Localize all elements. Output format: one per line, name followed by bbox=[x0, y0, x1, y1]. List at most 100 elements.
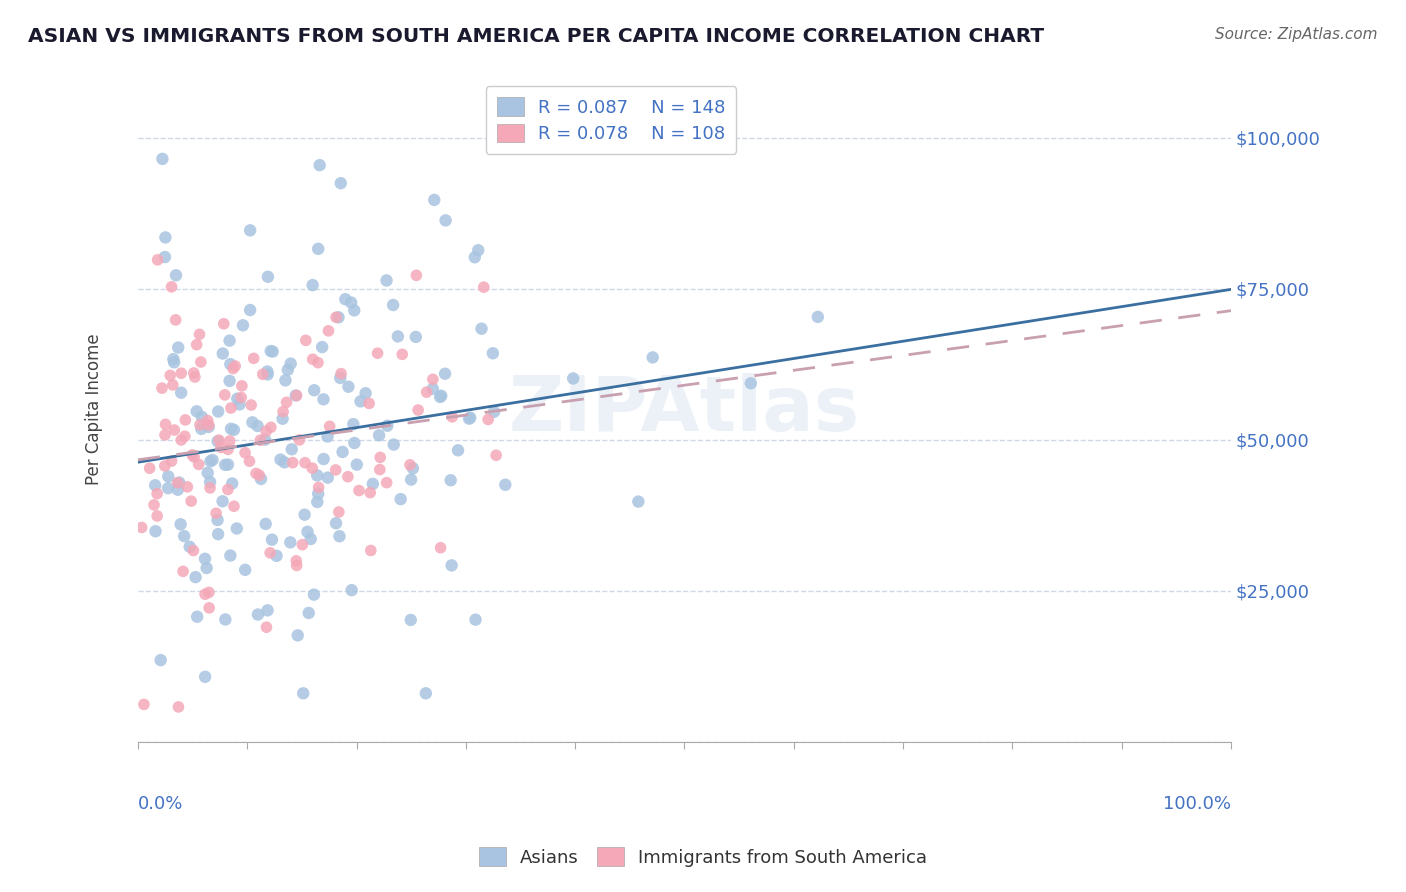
Point bbox=[226, 392, 249, 406]
Point bbox=[170, 433, 193, 447]
Point bbox=[256, 603, 278, 617]
Point bbox=[260, 344, 283, 359]
Point bbox=[217, 458, 239, 472]
Point bbox=[429, 541, 451, 555]
Point bbox=[318, 324, 340, 338]
Point bbox=[138, 461, 160, 475]
Point bbox=[233, 563, 256, 577]
Point bbox=[423, 193, 446, 207]
Point bbox=[201, 453, 224, 467]
Point bbox=[160, 454, 183, 468]
Point bbox=[464, 250, 486, 264]
Legend: Asians, Immigrants from South America: Asians, Immigrants from South America bbox=[471, 840, 935, 874]
Point bbox=[191, 409, 214, 424]
Point bbox=[149, 653, 172, 667]
Point bbox=[157, 481, 180, 495]
Point bbox=[312, 392, 335, 407]
Point bbox=[266, 549, 288, 563]
Point bbox=[458, 410, 481, 425]
Point bbox=[221, 476, 243, 491]
Point bbox=[399, 473, 422, 487]
Text: Source: ZipAtlas.com: Source: ZipAtlas.com bbox=[1215, 27, 1378, 42]
Point bbox=[246, 419, 269, 434]
Point bbox=[239, 223, 262, 237]
Point bbox=[368, 428, 391, 442]
Point bbox=[343, 436, 366, 450]
Point bbox=[238, 454, 260, 468]
Point bbox=[170, 366, 193, 380]
Point bbox=[167, 700, 190, 714]
Point bbox=[494, 477, 516, 491]
Point bbox=[399, 458, 422, 472]
Point bbox=[257, 269, 280, 284]
Point bbox=[415, 686, 437, 700]
Point bbox=[256, 368, 278, 382]
Point bbox=[389, 492, 412, 507]
Point bbox=[165, 313, 187, 327]
Point bbox=[172, 565, 194, 579]
Point bbox=[207, 404, 229, 418]
Point bbox=[285, 388, 308, 402]
Point bbox=[292, 686, 315, 700]
Point bbox=[464, 613, 486, 627]
Point bbox=[302, 588, 325, 602]
Point bbox=[197, 420, 219, 434]
Point bbox=[301, 278, 323, 293]
Point bbox=[278, 535, 301, 549]
Point bbox=[190, 422, 212, 436]
Point bbox=[262, 344, 284, 359]
Point bbox=[281, 442, 304, 457]
Point bbox=[346, 458, 368, 472]
Point bbox=[153, 250, 176, 264]
Point bbox=[131, 520, 153, 534]
Point bbox=[246, 607, 269, 622]
Point bbox=[294, 334, 316, 348]
Point bbox=[254, 516, 277, 531]
Point bbox=[330, 367, 353, 381]
Point bbox=[307, 468, 329, 483]
Point bbox=[740, 376, 762, 391]
Point bbox=[285, 554, 308, 568]
Point bbox=[176, 480, 198, 494]
Point bbox=[143, 478, 166, 492]
Point bbox=[399, 613, 422, 627]
Point bbox=[198, 418, 221, 433]
Point bbox=[153, 458, 176, 473]
Point bbox=[302, 383, 325, 397]
Point bbox=[219, 357, 242, 371]
Point bbox=[214, 458, 236, 472]
Point bbox=[184, 370, 207, 384]
Point bbox=[361, 476, 384, 491]
Point bbox=[307, 356, 329, 370]
Point bbox=[159, 368, 181, 383]
Point bbox=[312, 452, 335, 467]
Point bbox=[211, 494, 233, 508]
Point bbox=[145, 524, 167, 539]
Point bbox=[402, 461, 425, 475]
Point bbox=[160, 280, 183, 294]
Point bbox=[194, 551, 217, 566]
Point bbox=[382, 437, 405, 451]
Point bbox=[146, 252, 169, 267]
Point bbox=[224, 359, 246, 373]
Point bbox=[157, 469, 180, 483]
Point bbox=[219, 401, 242, 415]
Point bbox=[325, 310, 347, 325]
Point bbox=[167, 475, 190, 490]
Point bbox=[281, 456, 304, 470]
Point bbox=[387, 329, 409, 343]
Point bbox=[231, 379, 253, 393]
Point bbox=[301, 461, 323, 475]
Point bbox=[325, 516, 347, 531]
Point bbox=[375, 273, 398, 287]
Point bbox=[200, 454, 222, 468]
Point bbox=[222, 423, 245, 437]
Point bbox=[349, 394, 371, 409]
Point bbox=[359, 485, 381, 500]
Point bbox=[354, 386, 377, 401]
Point bbox=[239, 303, 262, 318]
Point bbox=[198, 475, 221, 489]
Point bbox=[382, 298, 405, 312]
Point bbox=[347, 483, 370, 498]
Point bbox=[340, 583, 363, 598]
